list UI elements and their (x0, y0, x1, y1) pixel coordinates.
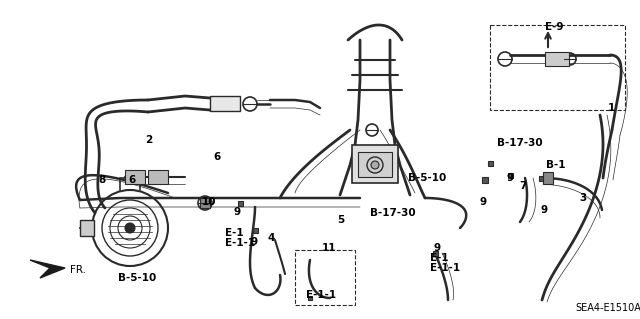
Text: 6: 6 (128, 175, 135, 185)
Text: 5: 5 (337, 215, 344, 225)
Bar (358, 152, 392, 177)
Bar (210, 96, 240, 111)
Text: 9: 9 (234, 207, 241, 217)
Bar (352, 145, 398, 183)
Text: B-1: B-1 (546, 160, 566, 170)
Text: 9: 9 (540, 205, 548, 215)
Text: 10: 10 (202, 197, 216, 207)
Text: 4: 4 (268, 233, 275, 243)
Bar (543, 172, 553, 184)
Text: 8: 8 (98, 175, 105, 185)
Bar (308, 296, 312, 300)
Text: 11: 11 (322, 243, 337, 253)
Text: E-1-1: E-1-1 (306, 290, 336, 300)
Text: FR.: FR. (70, 265, 86, 275)
Text: E-1: E-1 (225, 228, 244, 238)
Bar (237, 201, 243, 205)
Bar (538, 175, 543, 181)
Text: B-5-10: B-5-10 (408, 173, 446, 183)
Text: E-1-1: E-1-1 (225, 238, 255, 248)
Bar (433, 250, 438, 256)
Bar (490, 25, 625, 110)
Circle shape (371, 161, 379, 169)
Bar (253, 227, 257, 233)
Bar (148, 170, 168, 184)
Text: B-17-30: B-17-30 (370, 208, 415, 218)
Bar (488, 160, 493, 166)
Text: 9: 9 (433, 243, 440, 253)
Text: SEA4-E1510A: SEA4-E1510A (575, 303, 640, 313)
Bar (80, 220, 94, 236)
Text: B-17-30: B-17-30 (497, 138, 543, 148)
Text: 9: 9 (506, 173, 513, 183)
Text: E-1: E-1 (430, 253, 449, 263)
Text: 9: 9 (250, 237, 257, 247)
Text: B-5-10: B-5-10 (118, 273, 156, 283)
Text: 3: 3 (579, 193, 586, 203)
Text: 1: 1 (608, 103, 615, 113)
Text: 6: 6 (213, 152, 220, 162)
Text: 7: 7 (519, 181, 526, 191)
Bar (125, 170, 145, 184)
Bar (508, 173, 513, 177)
Text: E-9: E-9 (545, 22, 563, 32)
Polygon shape (30, 260, 65, 278)
Bar (295, 250, 355, 305)
Bar (200, 198, 210, 208)
Bar (545, 52, 569, 66)
Bar (482, 177, 488, 183)
Circle shape (125, 223, 135, 233)
Text: 2: 2 (145, 135, 152, 145)
Text: E-1-1: E-1-1 (430, 263, 460, 273)
Text: 9: 9 (479, 197, 486, 207)
